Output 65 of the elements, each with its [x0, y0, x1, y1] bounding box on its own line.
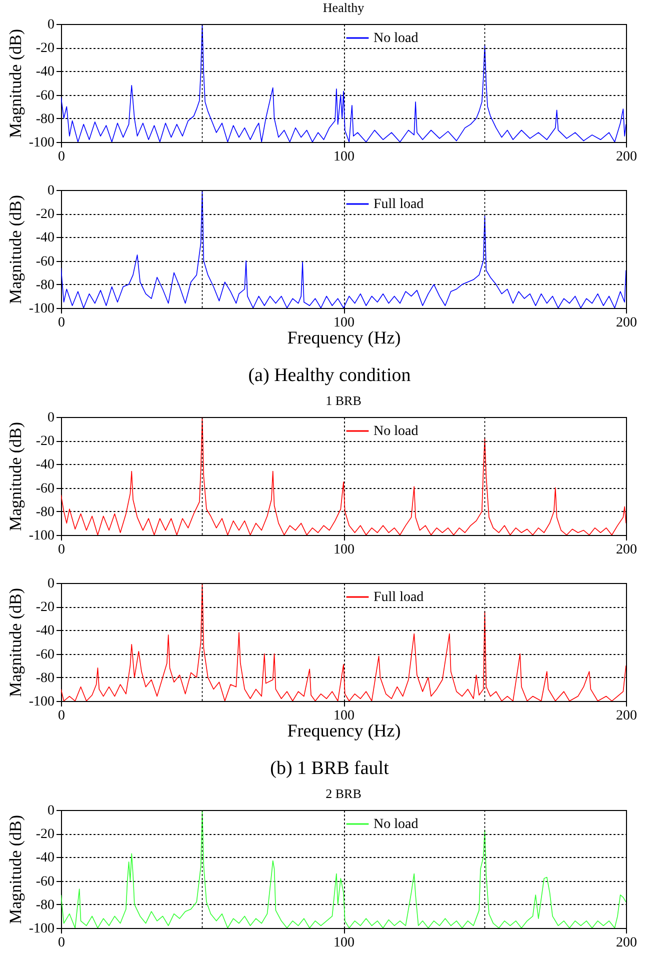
text: (a) Healthy condition — [247, 365, 412, 387]
y-tick-label: -80 — [36, 670, 54, 686]
x-tick-label: 0 — [58, 936, 65, 950]
chart-title: 1 BRB — [326, 393, 362, 408]
y-tick-label: -100 — [28, 922, 54, 936]
y-tick-label: -60 — [36, 874, 54, 890]
y-tick-label: -100 — [28, 136, 54, 150]
chart-title: Healthy — [322, 0, 365, 15]
x-tick-label: 200 — [616, 936, 637, 950]
y-tick-label: -60 — [36, 254, 54, 270]
x-tick-label: 100 — [334, 542, 354, 558]
y-tick-label: -100 — [28, 694, 54, 710]
x-axis-title: Frequency (Hz) — [287, 720, 401, 740]
x-tick-label: 200 — [616, 542, 637, 558]
y-tick-label: -100 — [28, 302, 54, 316]
y-tick-label: -80 — [36, 112, 54, 127]
y-tick-label: -40 — [36, 64, 54, 80]
legend-label: Full load — [374, 590, 424, 605]
x-tick-label: 200 — [616, 150, 637, 164]
chart-title: 2 BRB — [326, 786, 362, 801]
y-tick-label: -40 — [36, 458, 54, 473]
y-tick-label: 0 — [48, 410, 54, 426]
x-tick-label: 100 — [334, 150, 354, 164]
line-series — [61, 24, 626, 142]
x-tick-label: 0 — [58, 542, 65, 558]
x-tick-label: 0 — [58, 316, 65, 330]
x-tick-label: 100 — [334, 708, 354, 724]
y-tick-label: -80 — [36, 278, 54, 293]
text: (b) 1 BRB fault — [269, 758, 390, 780]
x-tick-label: 100 — [334, 936, 354, 950]
y-axis-title: Magnitude (dB) — [6, 194, 25, 304]
y-tick-label: 0 — [48, 184, 54, 198]
y-axis-title: Magnitude (dB) — [6, 422, 25, 532]
line-series — [61, 583, 626, 701]
y-tick-label: -60 — [36, 88, 54, 104]
y-tick-label: 0 — [48, 576, 54, 592]
y-tick-label: -100 — [28, 528, 54, 544]
x-tick-label: 200 — [616, 708, 637, 724]
y-tick-label: -60 — [36, 647, 54, 662]
y-tick-label: -40 — [36, 230, 54, 246]
y-tick-label: -80 — [36, 898, 54, 913]
y-tick-label: -20 — [36, 207, 54, 222]
y-tick-label: -60 — [36, 481, 54, 496]
y-tick-label: -20 — [36, 827, 54, 842]
y-axis-title: Magnitude (dB) — [6, 28, 25, 138]
y-tick-label: 0 — [48, 804, 54, 818]
x-axis-title: Frequency (Hz) — [287, 328, 401, 348]
y-tick-label: 0 — [48, 18, 54, 32]
line-series — [61, 417, 626, 535]
y-axis-title: Magnitude (dB) — [6, 588, 25, 698]
x-tick-label: 0 — [58, 150, 65, 164]
y-tick-label: -20 — [36, 600, 54, 616]
legend-label: No load — [374, 31, 418, 46]
x-tick-label: 200 — [616, 316, 637, 330]
legend-label: Full load — [374, 197, 424, 212]
legend-label: No load — [374, 424, 418, 439]
x-tick-label: 100 — [334, 316, 354, 330]
y-tick-label: -80 — [36, 504, 54, 520]
y-tick-label: -40 — [36, 624, 54, 639]
y-tick-label: -20 — [36, 41, 54, 56]
y-tick-label: -40 — [36, 850, 54, 866]
y-tick-label: -20 — [36, 434, 54, 450]
legend-label: No load — [374, 817, 418, 832]
x-tick-label: 0 — [58, 708, 65, 724]
y-axis-title: Magnitude (dB) — [6, 814, 25, 924]
